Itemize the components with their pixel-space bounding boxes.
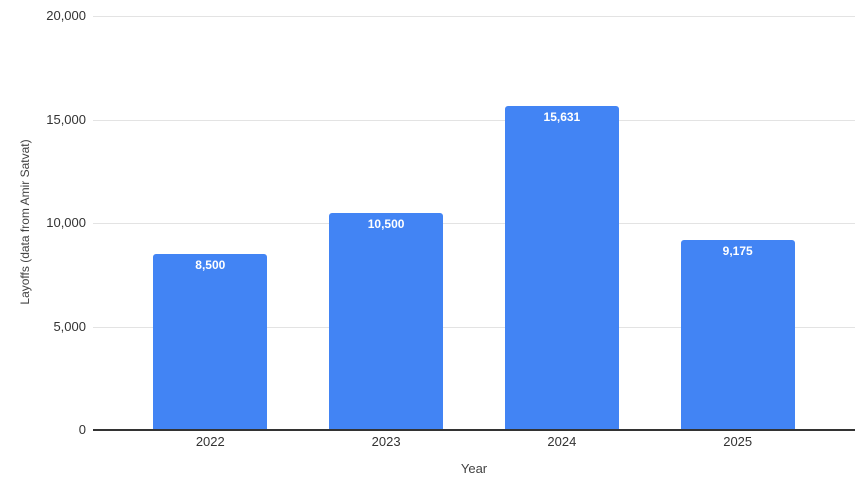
y-tick-label: 10,000: [46, 215, 86, 230]
bar-2024: 15,631: [504, 106, 619, 430]
x-tick-label: 2022: [195, 434, 225, 449]
y-tick-label: 5,000: [53, 318, 86, 334]
bar-value-label: 10,500: [367, 216, 405, 231]
bar-value-label: 9,175: [722, 244, 753, 259]
y-tick-label: 15,000: [46, 111, 86, 127]
x-axis-line: [93, 429, 855, 431]
y-tick-label: 0: [78, 422, 86, 437]
bar-2022: 8,500: [153, 254, 268, 430]
bar-value-label: 15,631: [543, 110, 581, 125]
x-axis-title: Year: [460, 461, 488, 476]
gridline: [93, 16, 855, 17]
bar-value-label: 8,500: [195, 258, 226, 273]
x-tick-label: 2023: [371, 434, 401, 449]
gridline: [93, 223, 855, 224]
x-tick-label: 2024: [547, 434, 577, 449]
bar-2025: 9,175: [680, 240, 795, 430]
bar-2023: 10,500: [329, 212, 444, 430]
x-tick-label: 2025: [723, 434, 753, 449]
gridline: [93, 326, 855, 328]
y-tick-label: 20,000: [46, 8, 86, 23]
gridline: [93, 119, 855, 121]
